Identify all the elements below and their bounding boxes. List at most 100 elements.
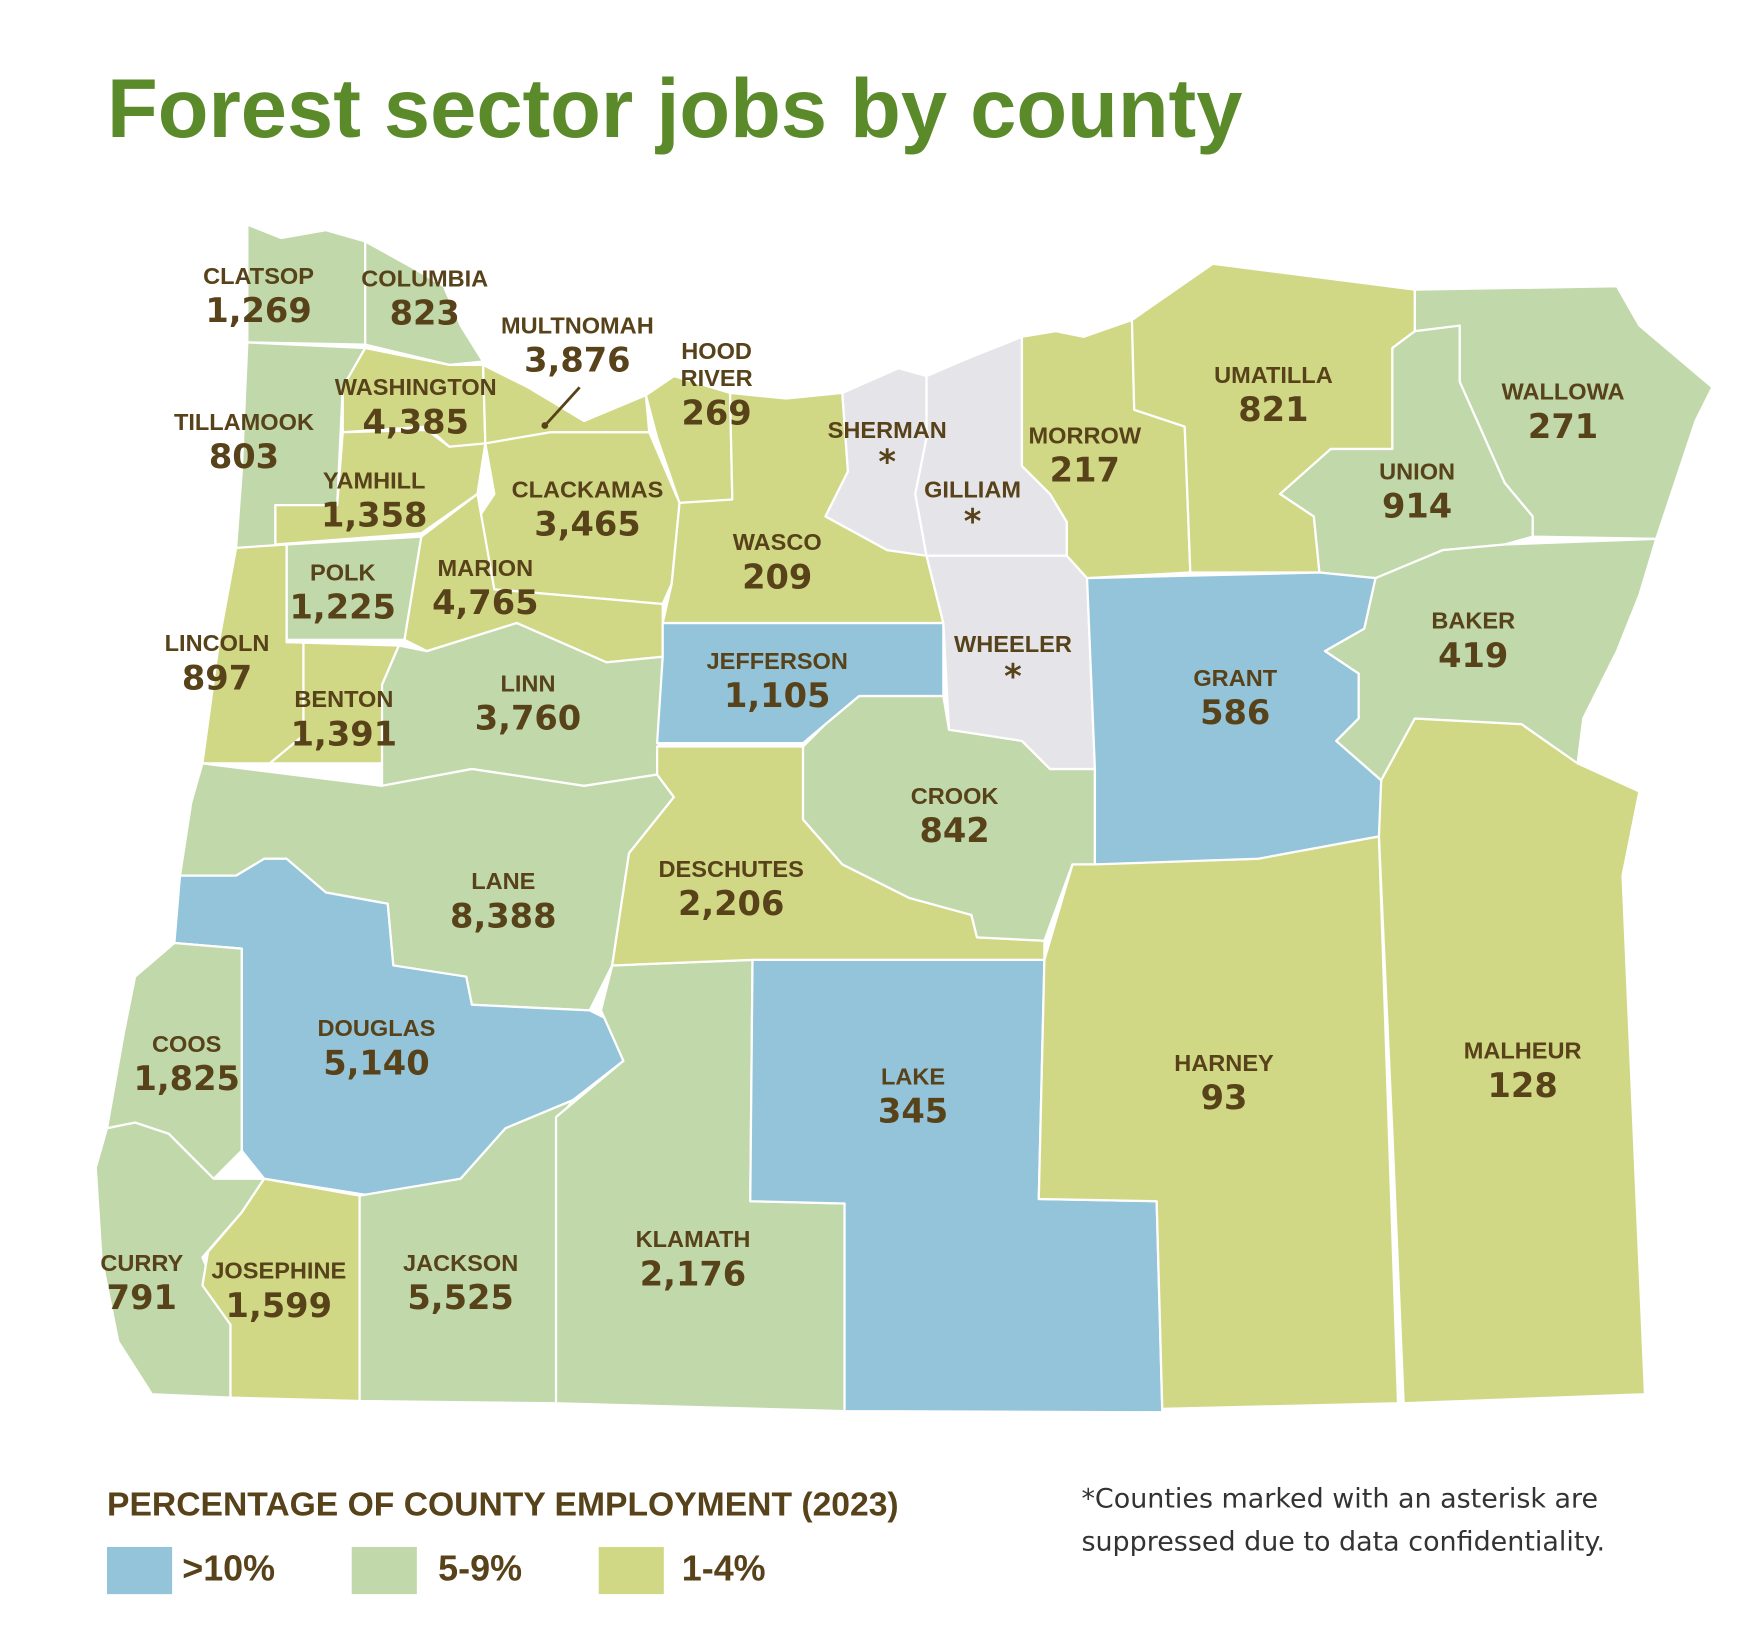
- county-jobs-value: 128: [1487, 1066, 1557, 1105]
- legend-heading: PERCENTAGE OF COUNTY EMPLOYMENT (2023): [107, 1487, 899, 1524]
- legend-swatch-5to9: [351, 1546, 417, 1595]
- county-jobs-value: 3,876: [524, 341, 630, 380]
- county-label-polk: POLK 1,225: [290, 559, 396, 626]
- county-name: LAKE: [881, 1063, 945, 1089]
- county-name: CURRY: [100, 1250, 183, 1276]
- county-jobs-value: 2,176: [640, 1254, 746, 1293]
- county-label-sherman: SHERMAN*: [828, 417, 947, 482]
- county-jobs-value: 791: [107, 1278, 177, 1317]
- county-jobs-value: 345: [878, 1092, 948, 1131]
- legend-swatch-gt10: [107, 1546, 173, 1595]
- legend: PERCENTAGE OF COUNTY EMPLOYMENT (2023) >…: [107, 1487, 899, 1595]
- county-name: MALHEUR: [1464, 1038, 1582, 1064]
- county-jobs-value: 823: [390, 293, 460, 332]
- county-label-yamhill: YAMHILL 1,358: [321, 467, 427, 534]
- county-columbia: [364, 240, 485, 366]
- county-jobs-value: 209: [742, 557, 812, 596]
- county-baker: [1323, 537, 1658, 782]
- county-name: LINCOLN: [165, 630, 270, 656]
- county-name: KLAMATH: [636, 1226, 751, 1252]
- county-jobs-value: 821: [1238, 390, 1308, 429]
- county-name: HOOD: [681, 338, 752, 364]
- county-name: MARION: [438, 555, 534, 581]
- county-label-lake: LAKE 345: [878, 1063, 948, 1130]
- county-shapes: [94, 223, 1714, 1414]
- county-jobs-value: 4,765: [432, 583, 538, 622]
- county-wallowa: [1413, 285, 1714, 540]
- county-name: LINN: [500, 671, 555, 697]
- county-jobs-value: *: [878, 443, 896, 482]
- county-name: MORROW: [1029, 422, 1142, 448]
- county-jobs-value: 2,206: [678, 884, 784, 923]
- county-jobs-value: 1,599: [226, 1286, 332, 1325]
- county-label-union: UNION 914: [1379, 458, 1455, 525]
- county-jobs-value: *: [964, 502, 982, 541]
- county-jobs-value: 1,269: [205, 291, 311, 330]
- county-name: CROOK: [911, 783, 999, 809]
- multnomah-leader-line: [541, 386, 581, 429]
- county-label-wheeler: WHEELER*: [954, 631, 1072, 696]
- county-clackamas: [470, 431, 681, 606]
- county-name: WALLOWA: [1502, 379, 1625, 405]
- county-jobs-value: 1,225: [290, 588, 396, 627]
- county-name: GILLIAM: [924, 476, 1021, 502]
- county-name: WASHINGTON: [335, 374, 497, 400]
- county-jobs-value: 897: [182, 658, 252, 697]
- county-name: YAMHILL: [323, 467, 426, 493]
- footnote: *Counties marked with an asterisk are su…: [1081, 1484, 1605, 1558]
- county-jobs-value: 269: [681, 393, 751, 432]
- legend-label-gt10: >10%: [182, 1548, 275, 1589]
- county-jobs-value: 586: [1200, 693, 1270, 732]
- county-name: UMATILLA: [1214, 362, 1333, 388]
- county-name: CLACKAMAS: [512, 476, 664, 502]
- county-jobs-value: 419: [1438, 636, 1508, 675]
- county-jobs-value: 1,105: [724, 676, 830, 715]
- county-jobs-value: 93: [1201, 1078, 1248, 1117]
- county-jobs-value: 842: [919, 811, 989, 850]
- county-jobs-value: 1,825: [133, 1059, 239, 1098]
- county-name: RIVER: [681, 365, 753, 391]
- county-name: BENTON: [294, 686, 393, 712]
- county-name: MULTNOMAH: [501, 312, 654, 338]
- county-name: COLUMBIA: [361, 265, 488, 291]
- county-jobs-value: 271: [1528, 407, 1598, 446]
- county-yamhill: [274, 428, 487, 546]
- county-jobs-value: 1,358: [321, 496, 427, 535]
- county-jobs-value: 914: [1382, 487, 1452, 526]
- page-title: Forest sector jobs by county: [107, 62, 1242, 155]
- legend-swatch-1to4: [598, 1546, 664, 1595]
- county-name: UNION: [1379, 458, 1455, 484]
- county-name: DOUGLAS: [318, 1015, 436, 1041]
- county-jobs-value: 5,140: [323, 1043, 429, 1082]
- county-name: HARNEY: [1174, 1050, 1274, 1076]
- county-name: TILLAMOOK: [174, 409, 314, 435]
- county-name: LANE: [471, 868, 535, 894]
- county-jobs-value: *: [1004, 657, 1022, 696]
- county-jobs-value: 803: [209, 437, 279, 476]
- county-name: WASCO: [733, 529, 822, 555]
